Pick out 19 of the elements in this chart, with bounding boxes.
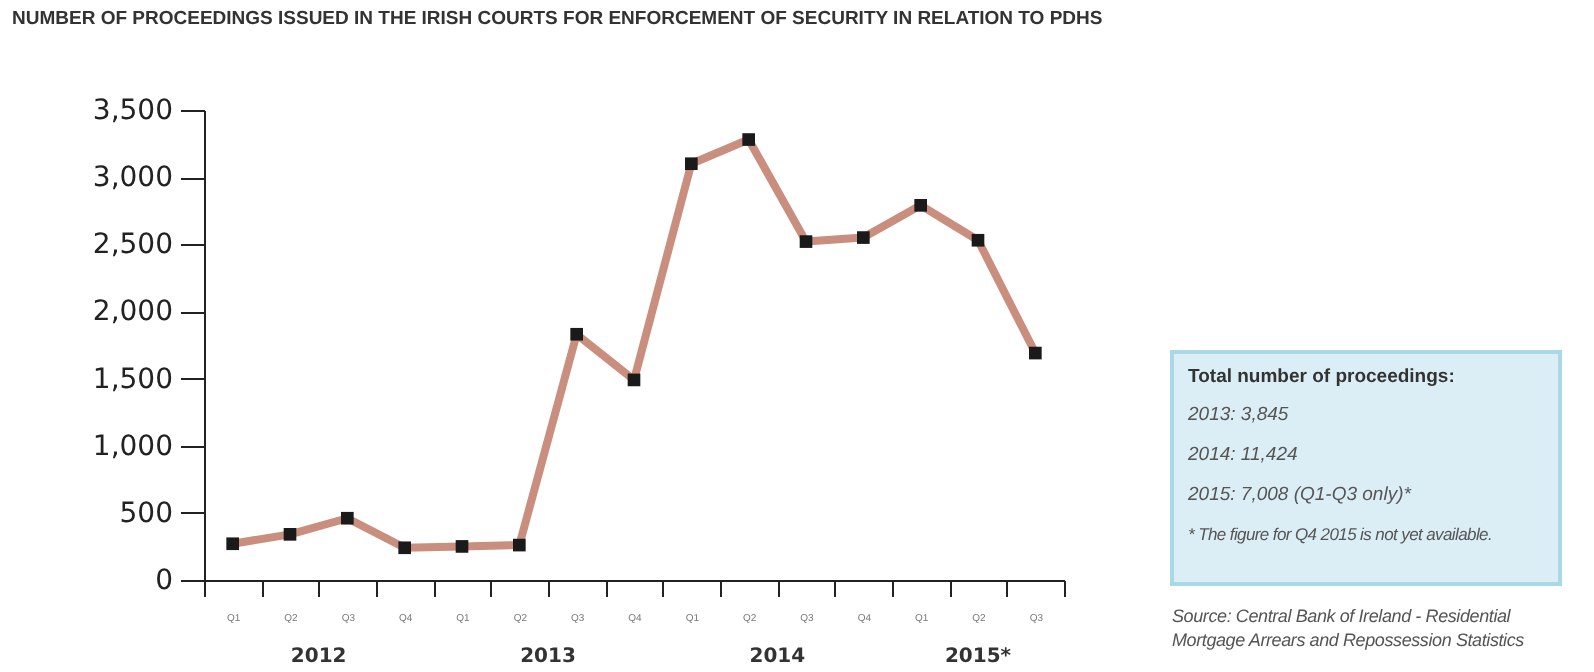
text: 2014: 11,424 bbox=[1188, 444, 1300, 466]
text: 2013 bbox=[520, 646, 576, 668]
y-tick-label: 1,500 bbox=[92, 363, 173, 396]
y-tick-label: 3,500 bbox=[92, 95, 173, 127]
y-tick-label: 500 bbox=[119, 497, 173, 530]
y-tick-label: 1,000 bbox=[92, 430, 173, 463]
text: 2015: 7,008 (Q1-Q3 only)* bbox=[1188, 484, 1414, 506]
text: Total number of proceedings: bbox=[1188, 366, 1457, 388]
y-tick-label: 2,500 bbox=[92, 229, 173, 262]
y-tick-label: 0 bbox=[155, 565, 173, 597]
y-tick-label: 3,000 bbox=[92, 162, 173, 195]
text: 2013: 3,845 bbox=[1188, 404, 1291, 426]
text: 2015* bbox=[944, 646, 1013, 668]
source-note: Source: Central Bank of Ireland - Residential Mortgage Arrears and Repossession Statistics bbox=[1172, 604, 1526, 652]
text: 2014 bbox=[749, 646, 806, 668]
text: 2012 bbox=[290, 646, 347, 668]
chart-title: NUMBER OF PROCEEDINGS ISSUED IN THE IRISH COURTS FOR ENFORCEMENT OF SECURITY IN RELATION TO PDHS bbox=[12, 8, 1103, 30]
text: * The figure for Q4 2015 is not yet available. bbox=[1188, 524, 1495, 544]
y-tick-label: 2,000 bbox=[92, 296, 173, 329]
